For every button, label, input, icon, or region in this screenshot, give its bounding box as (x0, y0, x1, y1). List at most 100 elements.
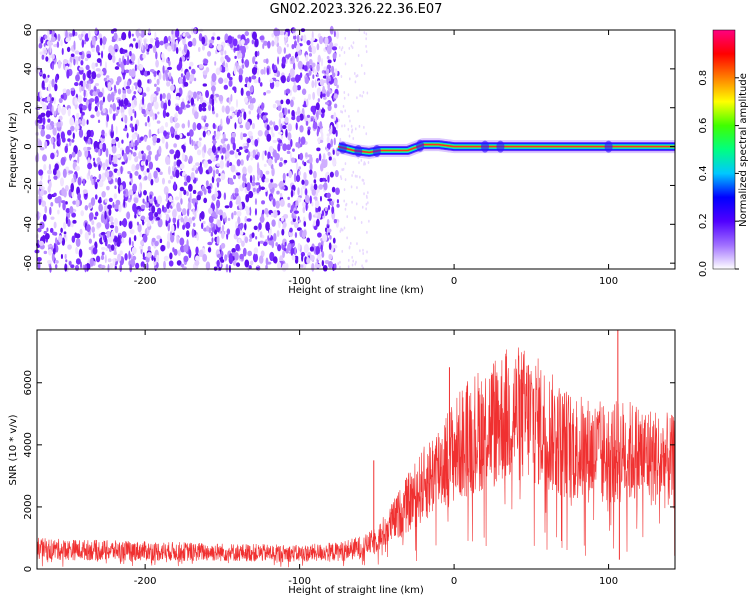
noise-blob (261, 200, 265, 205)
noise-blob (272, 209, 278, 219)
noise-blob (183, 181, 188, 186)
noise-blob (84, 264, 87, 273)
noise-blob (248, 238, 252, 242)
noise-blob (192, 208, 195, 215)
noise-blob (271, 239, 275, 249)
noise-blob (242, 182, 246, 189)
noise-blob (112, 113, 116, 121)
noise-blob (278, 219, 281, 229)
noise-blob (299, 125, 304, 133)
noise-blob (119, 220, 122, 226)
noise-blob (351, 174, 353, 178)
noise-blob (363, 192, 365, 196)
noise-blob (213, 81, 217, 86)
noise-blob (241, 45, 246, 55)
noise-blob (353, 71, 356, 75)
noise-blob (142, 54, 146, 59)
noise-blob (243, 97, 249, 103)
noise-blob (125, 145, 130, 155)
noise-blob (284, 116, 289, 124)
noise-blob (181, 208, 187, 216)
noise-blob (291, 44, 295, 50)
spectrogram-y-tick-label: 40 (23, 62, 34, 75)
noise-blob (239, 222, 244, 229)
noise-blob (290, 157, 296, 164)
noise-blob (240, 39, 245, 45)
noise-blob (121, 139, 124, 144)
noise-blob (268, 182, 274, 190)
noise-blob (236, 111, 240, 118)
noise-blob (70, 125, 75, 132)
noise-blob (48, 248, 53, 256)
noise-blob (304, 194, 310, 204)
noise-blob (204, 123, 209, 128)
noise-blob (47, 244, 53, 248)
noise-blob (272, 149, 277, 158)
noise-blob (38, 195, 42, 200)
noise-blob (126, 132, 129, 139)
noise-blob (105, 148, 109, 158)
noise-blob (218, 77, 224, 84)
noise-blob (87, 30, 91, 39)
noise-blob (165, 213, 170, 222)
noise-blob (333, 93, 339, 99)
noise-blob (78, 34, 82, 39)
noise-blob (190, 27, 195, 35)
noise-blob (343, 90, 346, 94)
noise-blob (248, 76, 252, 83)
noise-blob (112, 155, 118, 164)
noise-blob (251, 66, 257, 75)
noise-blob (365, 202, 368, 206)
noise-blob (87, 162, 93, 170)
noise-blob (352, 170, 355, 174)
noise-blob (239, 52, 243, 59)
noise-blob (367, 161, 370, 165)
noise-blob (174, 134, 180, 139)
noise-blob (336, 203, 340, 208)
noise-blob (297, 60, 303, 70)
noise-blob (94, 105, 98, 112)
noise-blob (308, 53, 313, 57)
noise-blob (259, 82, 263, 87)
noise-blob (304, 116, 308, 123)
noise-blob (221, 224, 225, 232)
noise-blob (313, 170, 317, 179)
noise-blob (142, 92, 147, 97)
noise-blob (186, 132, 190, 137)
noise-blob (252, 174, 256, 183)
noise-blob (215, 113, 219, 118)
noise-blob (140, 204, 146, 210)
noise-blob (363, 125, 365, 129)
noise-blob (191, 68, 196, 75)
noise-blob (311, 189, 316, 196)
noise-blob (130, 68, 136, 78)
noise-blob (340, 48, 343, 52)
noise-blob (167, 66, 173, 71)
noise-blob (292, 148, 295, 152)
noise-blob (302, 34, 307, 44)
noise-blob (208, 104, 212, 111)
noise-blob (303, 221, 307, 227)
noise-blob (134, 145, 138, 151)
noise-blob (344, 62, 347, 66)
snr-y-tick-label: 0 (23, 566, 34, 572)
noise-blob (313, 183, 318, 191)
noise-blob (274, 73, 278, 77)
noise-blob (91, 220, 95, 226)
noise-blob (86, 80, 91, 84)
noise-blob (261, 102, 264, 111)
noise-blob (217, 146, 221, 151)
noise-blob (341, 110, 344, 114)
noise-blob (43, 163, 47, 171)
noise-blob (120, 165, 123, 175)
noise-blob (126, 211, 131, 220)
noise-blob (277, 261, 282, 270)
noise-blob (135, 42, 139, 49)
noise-blob (91, 226, 95, 233)
noise-blob (261, 209, 265, 215)
noise-blob (269, 121, 274, 126)
noise-blob (231, 212, 234, 220)
noise-blob (81, 104, 87, 111)
noise-blob (38, 139, 42, 148)
noise-blob (262, 43, 265, 50)
